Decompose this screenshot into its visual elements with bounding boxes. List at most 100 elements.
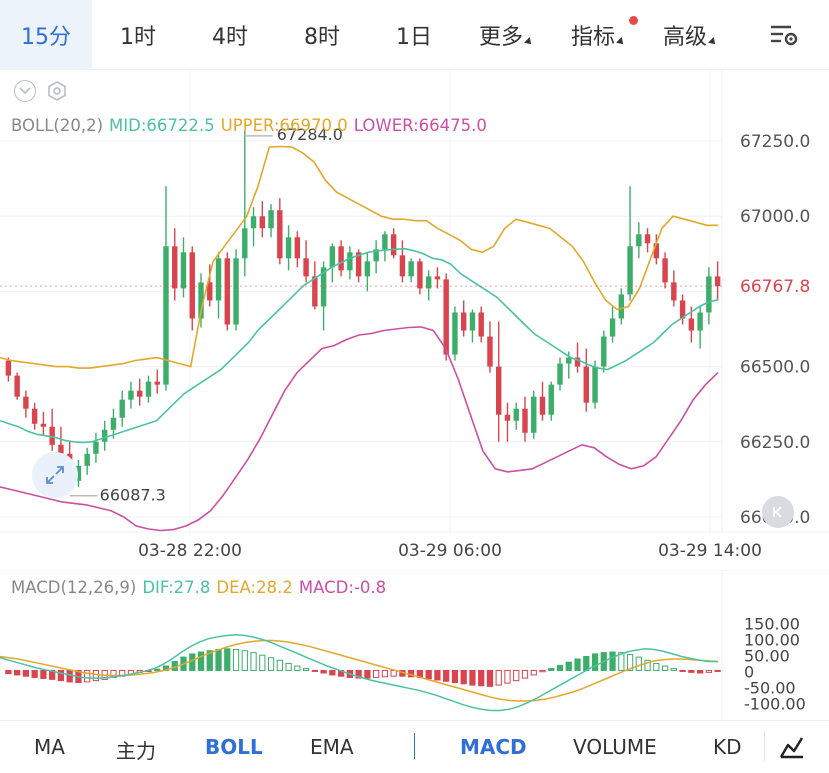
separator [414, 733, 415, 759]
indicator-ma[interactable]: MA [34, 735, 65, 759]
candle-body [119, 399, 125, 418]
scroll-to-latest-button[interactable] [762, 496, 794, 528]
candle-body [303, 258, 309, 277]
candle-body [496, 366, 502, 415]
chart-settings-icon[interactable] [769, 22, 799, 48]
macd-histogram-bar [539, 669, 546, 673]
macd-histogram-bar [294, 665, 301, 671]
high-annotation: 67284.0 [277, 125, 343, 144]
price-chart[interactable]: 67250.067000.066500.066250.066000.003-28… [0, 70, 829, 570]
candle-body [31, 408, 38, 424]
candle-body [145, 381, 152, 397]
indicator-boll[interactable]: BOLL [205, 735, 263, 759]
y-tick-label: 66500.0 [740, 358, 810, 378]
tab-more[interactable]: 更多 [460, 0, 552, 70]
indicator-volume[interactable]: VOLUME [573, 735, 657, 759]
tab-advanced[interactable]: 高级 [644, 0, 736, 70]
indicator-kd[interactable]: KD [713, 735, 742, 759]
macd-histogram-bar [57, 669, 65, 682]
indicator-main-force[interactable]: 主力 [116, 739, 156, 763]
macd-histogram-bar [705, 669, 712, 673]
tab-label: 4时 [212, 25, 248, 50]
macd-histogram-bar [513, 669, 520, 682]
candle-body [75, 465, 82, 481]
candle-body [434, 276, 441, 280]
macd-histogram-bar [66, 669, 73, 683]
candle-body [329, 246, 336, 268]
candle-body [390, 234, 397, 256]
candle-body [688, 318, 695, 331]
tab-label: 8时 [304, 25, 340, 50]
macd-histogram-bar [696, 669, 704, 674]
candle-body [93, 441, 99, 454]
macd-histogram-bar [329, 669, 336, 676]
candle-body [294, 237, 301, 259]
macd-histogram-bar [469, 669, 476, 686]
dif-line [0, 634, 719, 712]
current-price-label: 66767.8 [740, 277, 810, 297]
macd-histogram-bar [434, 669, 441, 681]
macd-histogram-bar [653, 662, 660, 671]
tab-label: 高级 [662, 25, 707, 50]
indicator-macd[interactable]: MACD [460, 735, 527, 759]
tab-4h[interactable]: 4时 [184, 0, 276, 70]
macd-histogram-bar [591, 653, 599, 671]
macd-histogram-bar [250, 652, 257, 671]
macd-histogram-bar [241, 650, 248, 671]
macd-name: MACD(12,26,9) [11, 578, 137, 597]
candle-body [539, 396, 546, 415]
indicator-settings-icon[interactable] [46, 80, 68, 102]
candle-body [277, 210, 283, 259]
macd-histogram-bar [478, 669, 485, 687]
drawing-tools-icon[interactable] [778, 733, 806, 761]
tab-1d[interactable]: 1日 [368, 0, 460, 70]
expand-chart-button[interactable] [32, 452, 78, 498]
candle-body [408, 261, 414, 277]
candle-body [679, 300, 686, 319]
macd-histogram-bar [495, 669, 502, 686]
macd-histogram-bar [92, 669, 100, 682]
y-tick-label: 0 [744, 662, 754, 681]
boll-lower-line [0, 326, 719, 532]
tab-8h[interactable]: 8时 [276, 0, 368, 70]
candle-body [163, 246, 169, 385]
macd-histogram-bar [618, 652, 625, 671]
interval-bar: 15分 1时 4时 8时 1日 更多 指标 高级 [0, 0, 829, 70]
macd-histogram-bar [635, 656, 642, 671]
candle-body [373, 249, 379, 262]
jump-to-end-icon [773, 506, 782, 518]
y-tick-label: 150.00 [744, 615, 800, 634]
macd-histogram-bar [373, 669, 380, 678]
macd-histogram-bar [285, 662, 292, 671]
indicator-ema[interactable]: EMA [310, 735, 354, 759]
candle-body [285, 237, 292, 259]
dropdown-caret-icon [524, 37, 534, 47]
candle-body [49, 426, 55, 445]
tab-1h[interactable]: 1时 [92, 0, 184, 70]
candle-body [312, 276, 318, 307]
candle-body [714, 276, 721, 287]
tab-15m[interactable]: 15分 [0, 0, 92, 70]
boll-mid-value: MID:66722.5 [109, 116, 215, 135]
macd-histogram-bar [565, 661, 572, 671]
macd-histogram-bar [521, 669, 529, 679]
candle-body [101, 429, 108, 442]
macd-histogram-bar [364, 669, 371, 679]
macd-histogram-bar [224, 648, 231, 671]
candle-body [469, 312, 476, 331]
candle-body [137, 390, 143, 397]
tab-indicators[interactable]: 指标 [552, 0, 644, 70]
candle-body [636, 234, 642, 247]
y-tick-label: 66250.0 [740, 433, 810, 453]
candle-body [662, 258, 668, 283]
macd-histogram-bar [626, 654, 634, 671]
candle-body [320, 267, 327, 307]
macd-histogram-bar [311, 669, 318, 672]
macd-histogram-bar [451, 669, 459, 684]
macd-histogram-bar [31, 669, 38, 678]
x-tick-label: 03-29 06:00 [398, 541, 502, 561]
collapse-chevron-icon[interactable] [14, 80, 36, 102]
indicator-bar: MA 主力 BOLL EMA MACD VOLUME KD [0, 720, 829, 773]
candle-body [180, 252, 187, 289]
